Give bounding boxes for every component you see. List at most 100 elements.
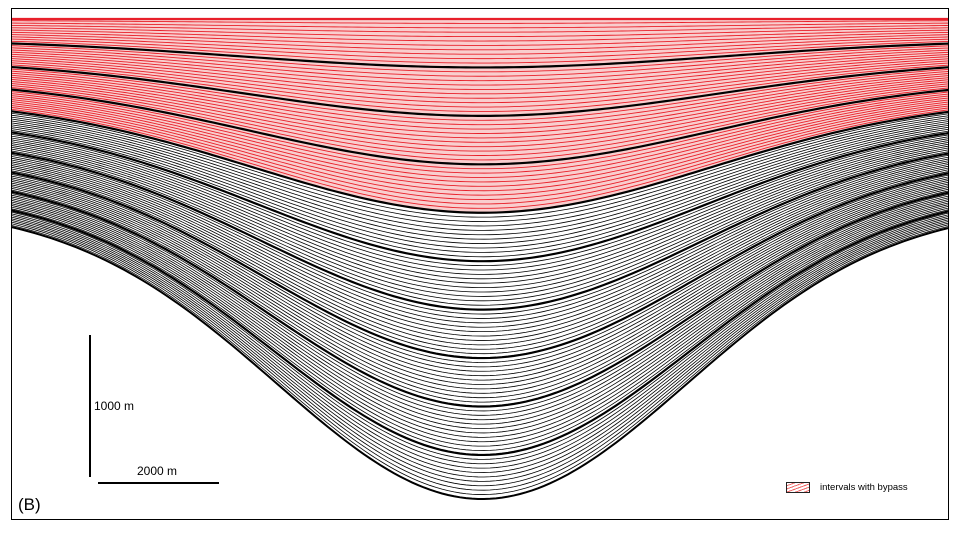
stratal-surface (12, 208, 948, 451)
stratal-surface (12, 211, 948, 460)
stratal-surface (12, 200, 948, 429)
stratal-surface (12, 141, 948, 284)
stratal-surface (12, 79, 948, 143)
stratal-surface (12, 177, 948, 372)
stratal-surface (12, 182, 948, 385)
stratal-surface (12, 168, 948, 350)
stratal-surface (12, 165, 948, 341)
stratal-surface (12, 93, 948, 174)
stratal-surface (12, 122, 948, 240)
stratal-surface (12, 148, 948, 302)
stratal-surface (12, 38, 948, 60)
stratal-surface (12, 97, 948, 183)
stratal-surface (12, 58, 948, 99)
stratal-surface (12, 31, 948, 46)
stratal-surface (12, 20, 948, 24)
stratal-surface (12, 225, 948, 495)
stratal-surface (12, 74, 948, 134)
stratal-surface (12, 95, 948, 178)
bold-stratal-surface (12, 131, 948, 263)
stratal-surface (12, 175, 948, 368)
stratal-surface (12, 51, 948, 86)
stratal-surface (12, 174, 948, 363)
stratal-surface (12, 29, 948, 42)
stratal-surface (12, 103, 948, 196)
stratal-surface (12, 70, 948, 126)
stratal-surface (12, 220, 948, 482)
bold-stratal-surface (12, 65, 948, 117)
horizontal-scale-label: 2000 m (137, 464, 178, 478)
stratal-surface (12, 137, 948, 275)
stratal-surface (12, 27, 948, 38)
stratal-surface (12, 72, 948, 130)
stratal-surface (12, 47, 948, 77)
bold-stratal-surface (12, 190, 948, 408)
stratal-surface (12, 34, 948, 51)
stratal-surface (12, 60, 948, 104)
stratal-surface (12, 186, 948, 394)
stratal-surface (12, 157, 948, 324)
stratal-surface (12, 87, 948, 161)
stratal-surface (12, 130, 948, 258)
stratal-surface (12, 159, 948, 328)
stratal-surface (12, 126, 948, 249)
stratal-surface (12, 109, 948, 209)
stratal-surface (12, 189, 948, 403)
stratal-surface (12, 194, 948, 416)
stratal-surface (12, 49, 948, 82)
stratal-surface (12, 40, 948, 64)
stratal-surface (12, 156, 948, 319)
stratal-surfaces-diagram (12, 17, 948, 500)
stratal-surface (12, 139, 948, 280)
stratal-surface (12, 81, 948, 148)
stratal-surface (12, 128, 948, 253)
bold-stratal-surface (12, 151, 948, 311)
stratal-surface (12, 163, 948, 337)
stratal-surface (12, 62, 948, 108)
stratal-surface (12, 135, 948, 271)
legend: intervals with bypass (786, 482, 908, 493)
stratal-surface (12, 22, 948, 29)
legend-label-bypass: intervals with bypass (820, 482, 908, 493)
stratal-surface (12, 105, 948, 201)
stratal-surface (12, 179, 948, 377)
stratal-surface (12, 181, 948, 381)
stratal-surface (12, 215, 948, 469)
stratal-surface (12, 196, 948, 421)
stratal-surface (12, 24, 948, 33)
stratal-surface (12, 188, 948, 399)
stratal-surface (12, 201, 948, 434)
stratal-surface (12, 154, 948, 315)
stratal-surface (12, 76, 948, 139)
stratal-surface (12, 116, 948, 227)
panel-label: (B) (18, 495, 41, 514)
stratal-surface (12, 193, 948, 412)
vertical-scale-label: 1000 m (94, 399, 135, 413)
legend-swatch-bypass (786, 482, 810, 493)
stratal-surface (12, 99, 948, 187)
stratal-surface (12, 218, 948, 478)
stratal-surface (12, 107, 948, 205)
stratal-surface (12, 170, 948, 355)
stratal-surface (12, 206, 948, 447)
bold-stratal-surface (12, 110, 948, 214)
stratal-surface (12, 114, 948, 222)
bold-stratal-surface (12, 209, 948, 457)
stratal-surface (12, 83, 948, 152)
stratal-surface (12, 143, 948, 289)
stratal-surface (12, 205, 948, 443)
stratal-surface (12, 56, 948, 95)
bold-stratal-surface (12, 171, 948, 360)
stratal-surface (12, 161, 948, 333)
stratal-surface (12, 85, 948, 156)
stratal-surface (12, 216, 948, 473)
cross-section-panel: (B) 1000 m 2000 m intervals with bypass (11, 8, 949, 520)
stratal-surface (12, 53, 948, 90)
stratal-surface (12, 150, 948, 306)
stratal-surface (12, 146, 948, 297)
bold-stratal-surface (12, 88, 948, 166)
stratal-surface (12, 133, 948, 267)
stratal-surface (12, 198, 948, 425)
stratal-surface (12, 120, 948, 236)
stratal-surface (12, 124, 948, 244)
